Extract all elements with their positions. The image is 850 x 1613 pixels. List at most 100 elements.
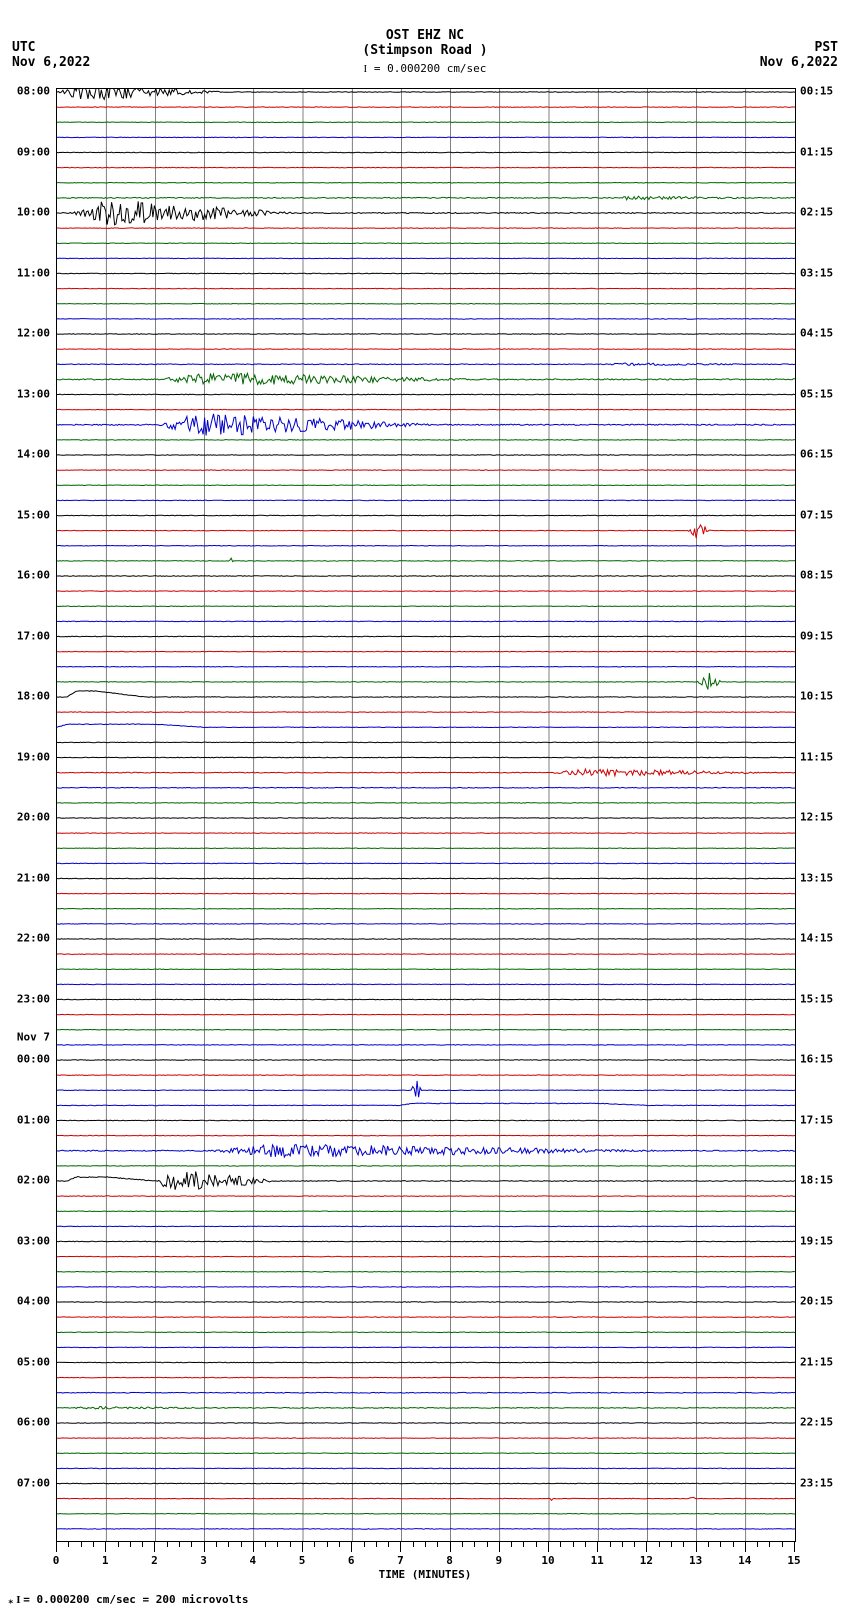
hour-label-right: 09:15 [800,629,833,642]
hour-label-right: 18:15 [800,1174,833,1187]
trace-row [57,1332,795,1333]
trace-row [57,273,795,274]
trace-row [57,228,795,229]
scale-note: I = 0.000200 cm/sec [0,62,850,75]
trace-row [57,691,795,698]
x-tick-label: 14 [738,1554,751,1567]
trace-row [57,1497,795,1500]
hour-label-right: 12:15 [800,811,833,824]
hour-label-right: 00:15 [800,85,833,98]
x-tick-label: 8 [446,1554,453,1567]
tz-right-label: PST [760,40,838,55]
hour-label-right: 07:15 [800,508,833,521]
trace-row [57,89,795,99]
trace-row [57,1241,795,1242]
trace-row [57,787,795,788]
tz-right-block: PST Nov 6,2022 [760,40,838,70]
hour-label-left: 06:00 [17,1416,50,1429]
trace-row [57,1081,795,1097]
trace-row [57,909,795,910]
hour-label-right: 17:15 [800,1113,833,1126]
station-line2: (Stimpson Road ) [0,43,850,58]
x-tick-label: 9 [495,1554,502,1567]
trace-row [57,1514,795,1515]
x-tick-label: 12 [640,1554,653,1567]
trace-row [57,1172,795,1190]
hour-label-right: 05:15 [800,387,833,400]
trace-row [57,409,795,410]
x-tick-label: 11 [591,1554,604,1567]
trace-row [57,1529,795,1530]
hour-label-left: 08:00 [17,85,50,98]
hour-label-left: 07:00 [17,1476,50,1489]
trace-row [57,1287,795,1288]
x-axis: 0123456789101112131415 TIME (MINUTES) [56,1542,794,1592]
trace-row [57,848,795,849]
x-tick-label: 10 [541,1554,554,1567]
trace-row [57,712,795,713]
trace-row [57,1302,795,1303]
hour-label-left: 03:00 [17,1234,50,1247]
footer-scale: * I = 0.000200 cm/sec = 200 microvolts [8,1593,248,1609]
plot-area [56,88,796,1542]
trace-row [57,183,795,184]
left-hour-labels: 08:0009:0010:0011:0012:0013:0014:0015:00… [0,88,54,1540]
x-tick-label: 2 [151,1554,158,1567]
x-tick-label: 3 [200,1554,207,1567]
trace-row [57,1347,795,1348]
trace-row [57,1423,795,1424]
trace-row [57,1196,795,1197]
trace-row [57,1211,795,1212]
trace-row [57,288,795,289]
hour-label-left: 14:00 [17,448,50,461]
trace-row [57,558,795,561]
trace-row [57,724,795,728]
hour-label-right: 22:15 [800,1416,833,1429]
hour-label-right: 16:15 [800,1053,833,1066]
trace-row [57,636,795,637]
trace-row [57,1226,795,1227]
trace-row [57,969,795,970]
hour-label-right: 23:15 [800,1476,833,1489]
trace-row [57,1256,795,1257]
trace-row [57,833,795,834]
trace-row [57,1362,795,1363]
hour-label-left: 12:00 [17,327,50,340]
trace-row [57,878,795,879]
x-tick-label: 0 [53,1554,60,1567]
hour-label-left: 19:00 [17,750,50,763]
x-tick-label: 1 [102,1554,109,1567]
trace-row [57,1377,795,1378]
trace-row [57,667,795,668]
x-tick-label: 7 [397,1554,404,1567]
hour-label-left: 16:00 [17,569,50,582]
trace-row [57,319,795,320]
hour-label-left: 09:00 [17,145,50,158]
hour-label-right: 11:15 [800,750,833,763]
hour-label-left: 21:00 [17,871,50,884]
trace-row [57,1145,795,1158]
trace-row [57,924,795,925]
trace-row [57,1060,795,1061]
x-ticks: 0123456789101112131415 [56,1542,794,1562]
hour-label-left: 00:00 [17,1053,50,1066]
trace-row [57,742,795,743]
trace-row [57,621,795,622]
trace-row [57,500,795,501]
trace-row [57,673,795,689]
trace-row [57,455,795,456]
hour-label-left: 17:00 [17,629,50,642]
trace-row [57,1453,795,1454]
trace-row [57,201,795,224]
trace-row [57,304,795,305]
hour-label-left: 15:00 [17,508,50,521]
hour-label-left: 22:00 [17,932,50,945]
hour-label-left: 18:00 [17,690,50,703]
trace-row [57,1014,795,1015]
hour-label-left: 23:00 [17,992,50,1005]
hour-label-left: 02:00 [17,1174,50,1187]
trace-row [57,939,795,940]
trace-row [57,167,795,168]
hour-label-left: 20:00 [17,811,50,824]
trace-row [57,606,795,607]
